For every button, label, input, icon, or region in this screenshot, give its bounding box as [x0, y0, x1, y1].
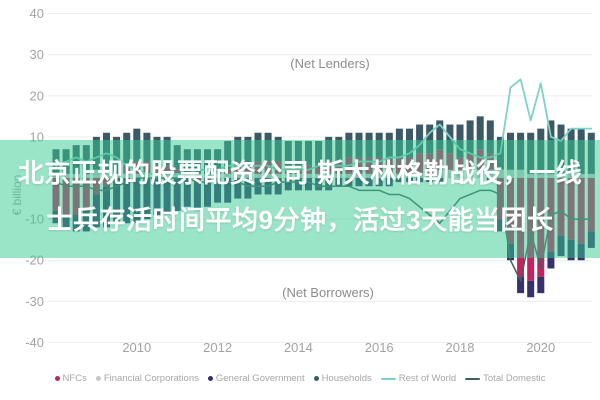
bar-segment-households: [416, 124, 424, 154]
bar-segment-households: [486, 120, 494, 154]
y-tick-label: 40: [30, 6, 44, 21]
bar-segment-general-government: [537, 276, 545, 294]
legend-label: NFCs: [62, 373, 87, 384]
x-tick-label: 2014: [284, 340, 313, 355]
net-borrowers-label: (Net Borrowers): [282, 285, 374, 300]
bar-segment-general-government: [547, 252, 555, 269]
legend-dot-marker: [54, 376, 60, 381]
bar-segment-households: [436, 120, 444, 150]
legend-line-marker: [465, 377, 481, 380]
x-tick-label: 2018: [446, 340, 475, 355]
legend-item-general-government: General Government: [207, 373, 305, 384]
legend-line-marker: [380, 377, 396, 380]
legend-item-households: Households: [313, 373, 372, 384]
x-tick-label: 2020: [526, 340, 555, 355]
legend-label: Rest of World: [398, 373, 457, 384]
legend-item-rest-of-world: Rest of World: [380, 373, 457, 384]
legend-item-total-domestic: Total Domestic: [465, 373, 545, 384]
overlay-text-line1: 北京正规的股票配资公司 斯大林格勒战役，一线: [17, 158, 583, 188]
x-tick-label: 2010: [122, 340, 151, 355]
net-lenders-label: (Net Lenders): [290, 56, 370, 71]
legend-item-nfcs: NFCs: [54, 373, 87, 384]
legend-item-financial-corporations: Financial Corporations: [95, 373, 199, 384]
legend-label: Total Domestic: [483, 373, 546, 384]
bar-segment-households: [476, 116, 484, 150]
y-tick-label: -30: [25, 294, 44, 309]
x-tick-label: 2012: [203, 340, 232, 355]
y-tick-label: -40: [25, 335, 44, 350]
bar-segment-households: [426, 124, 434, 154]
legend-dot-marker: [95, 376, 101, 381]
legend-label: Financial Corporations: [103, 373, 199, 384]
legend-label: General Government: [215, 373, 305, 384]
promo-overlay-band: 北京正规的股票配资公司 斯大林格勒战役，一线 士兵存活时间平均9分钟，活过3天能…: [0, 140, 600, 258]
bar-segment-households: [466, 120, 474, 154]
chart-legend: NFCs Financial Corporations General Govern…: [0, 373, 600, 384]
overlay-text-line2: 士兵存活时间平均9分钟，活过3天能当团长: [46, 205, 554, 235]
bar-segment-households: [446, 124, 454, 154]
y-tick-label: 30: [30, 47, 44, 62]
bar-segment-general-government: [517, 276, 525, 294]
x-tick-label: 2016: [365, 340, 394, 355]
legend-label: Households: [321, 373, 372, 384]
legend-dot-marker: [313, 376, 319, 381]
bar-segment-general-government: [527, 280, 535, 298]
y-tick-label: 20: [30, 88, 44, 103]
legend-dot-marker: [207, 376, 213, 381]
x-axis-ticks: 2010 2012 2014 2016 2018 2020: [122, 340, 555, 355]
